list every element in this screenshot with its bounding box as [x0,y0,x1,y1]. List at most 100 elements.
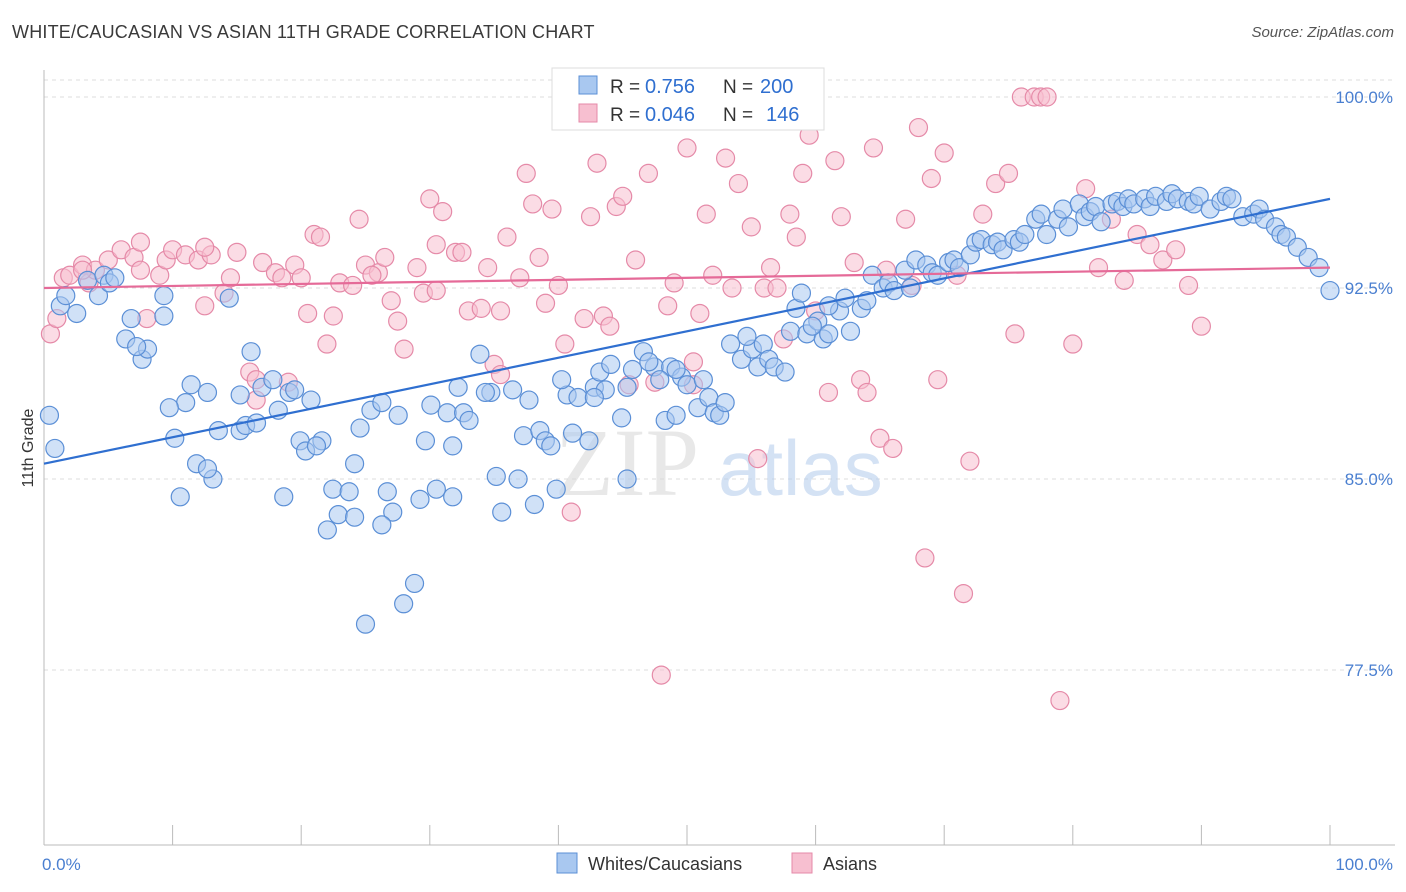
white-point-183 [617,377,637,397]
asian-point-80 [696,204,716,224]
asian-point-138 [555,334,575,354]
white-point-20 [197,382,218,403]
y-tick-label-3: 77.5% [1345,661,1393,680]
asian-point-76 [664,273,684,293]
white-point-182 [639,352,659,372]
asian-point-83 [722,278,742,298]
asian-point-123 [1037,87,1057,107]
asian-point-125 [1063,334,1083,354]
white-point-62 [492,502,512,522]
asian-point-58 [523,194,543,214]
asian-point-97 [825,151,845,171]
white-point-64 [508,469,528,489]
white-point-14 [154,286,174,306]
white-point-139 [1037,224,1057,245]
white-point-178 [802,316,822,336]
asian-point-32 [317,334,337,354]
stats-n-value-2: 146 [766,104,799,126]
asian-point-114 [953,583,974,604]
white-point-195 [197,459,218,479]
white-point-161 [1189,186,1209,206]
asian-point-56 [510,268,530,288]
white-point-53 [426,479,446,499]
legend-label-asians: Asians [823,854,877,874]
white-point-66 [524,494,545,515]
asian-point-71 [625,250,646,270]
axes [43,70,1395,846]
asian-point-110 [921,168,941,189]
asian-point-77 [677,138,697,158]
white-point-40 [339,482,359,502]
white-point-95 [720,334,741,354]
stats-r-value-2: 0.046 [645,104,695,126]
y-tick-label-2: 85.0% [1345,470,1393,489]
asian-point-134 [1178,275,1199,296]
white-point-49 [394,594,414,614]
asian-point-145 [130,232,151,252]
asian-point-20 [220,268,241,288]
asian-point-41 [388,311,408,331]
white-point-0 [39,405,60,425]
asian-point-59 [529,247,549,268]
stats-legend-blue-swatch [578,75,598,95]
white-point-78 [601,354,621,374]
white-point-52 [421,395,441,415]
stats-r-label-1: R = [610,77,640,98]
white-point-46 [377,482,397,502]
asian-point-105 [883,438,903,459]
asian-point-74 [651,665,671,685]
white-point-198 [105,268,125,288]
asian-point-99 [844,252,864,273]
y-axis-label: 11th Grade [20,408,37,487]
asian-point-70 [613,186,633,206]
white-point-138 [1031,204,1051,224]
white-point-65 [513,426,534,446]
asian-point-79 [690,303,710,324]
asian-point-43 [407,258,427,278]
white-point-103 [780,321,801,341]
asian-point-61 [542,199,562,219]
asian-point-92 [786,227,806,247]
white-point-48 [388,405,408,425]
white-point-73 [568,387,588,408]
white-point-1 [45,438,65,459]
asian-point-84 [728,173,749,194]
asian-point-124 [1050,690,1070,711]
white-point-10 [121,308,141,329]
asian-point-111 [928,370,948,390]
asian-point-75 [658,296,678,316]
chart-source: Source: ZipAtlas.com [1251,24,1394,41]
white-point-186 [519,390,539,410]
white-point-18 [181,375,201,395]
white-point-141 [1053,199,1073,219]
asian-point-86 [748,449,768,469]
asian-point-89 [767,278,787,298]
asian-point-118 [998,163,1019,183]
asian-point-52 [478,258,498,278]
asian-point-40 [381,291,401,311]
asian-point-98 [831,207,851,227]
asian-point-72 [638,163,659,183]
asian-point-91 [780,204,800,224]
white-point-191 [345,454,365,474]
stats-n-label-1: N = [723,77,753,98]
white-point-32 [285,380,305,400]
asian-point-55 [497,227,517,247]
white-point-147 [1091,212,1111,232]
asian-point-103 [870,428,890,448]
white-point-127 [949,258,970,278]
white-point-192 [306,436,327,456]
white-point-30 [274,487,294,507]
white-point-190 [372,515,392,535]
white-point-13 [154,306,174,326]
asian-point-60 [535,293,556,313]
white-point-39 [328,505,348,525]
white-point-26 [241,342,261,362]
y-tick-labels: 100.0% 92.5% 85.0% 77.5% [1335,88,1393,680]
stats-legend: R = 0.756 N = 200 R = 0.046 N = 146 [551,67,825,131]
watermark: ZIP atlas [555,409,883,516]
asian-point-63 [561,502,581,522]
stats-r-value-1: 0.756 [645,76,695,98]
white-point-136 [1015,224,1035,245]
white-point-37 [317,520,337,540]
